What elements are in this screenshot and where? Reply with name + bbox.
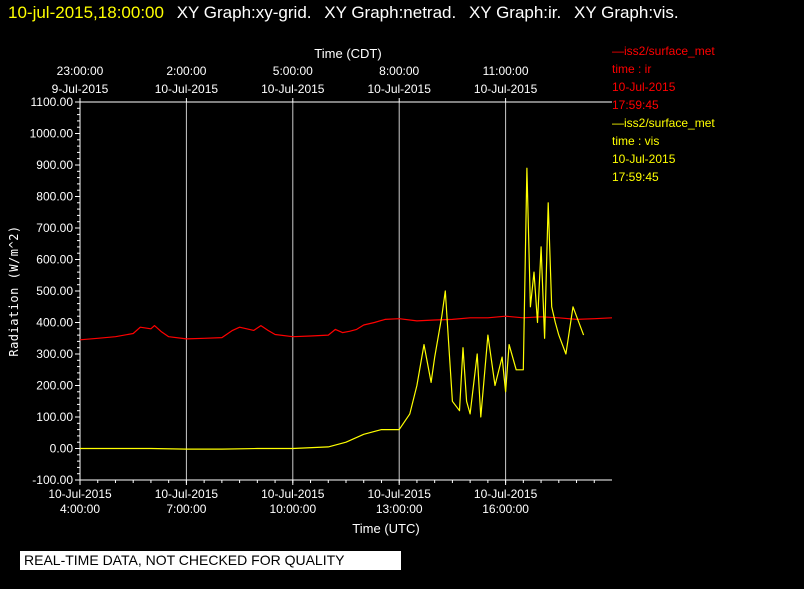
x-tick-bottom-date-4: 10-Jul-2015 [474,487,538,501]
series-line-ir [79,315,613,341]
x-tick-bottom-time-3: 13:00:00 [376,502,423,516]
legend-vis-vars: time : vis [612,134,660,148]
legend-ir-line: —iss2/surface_met [612,44,715,58]
x-tick-bottom-time-2: 10:00:00 [269,502,316,516]
x-axis-label-bottom: Time (UTC) [352,521,419,536]
x-tick-bottom-date-1: 10-Jul-2015 [155,487,219,501]
x-tick-bottom-date-3: 10-Jul-2015 [368,487,432,501]
legend-vis-date: 10-Jul-2015 [612,152,676,166]
x-tick-bottom-time-0: 4:00:00 [60,502,100,516]
graph-title-netrad: XY Graph:netrad. [324,3,457,22]
graph-title-vis: XY Graph:vis. [574,3,679,22]
graph-title-xy-grid: XY Graph:xy-grid. [176,3,312,22]
x-tick-top-time-4: 11:00:00 [483,64,529,78]
x-tick-top-time-1: 2:00:00 [166,64,206,78]
y-tick-label-10: 900.00 [36,158,73,172]
x-tick-bottom-date-2: 10-Jul-2015 [261,487,325,501]
graph-title-ir: XY Graph:ir. [468,3,562,22]
y-tick-label-4: 300.00 [36,347,73,361]
x-tick-top-time-0: 23:00:00 [57,64,104,78]
x-tick-top-date-4: 10-Jul-2015 [474,82,538,96]
x-tick-top-date-3: 10-Jul-2015 [368,82,432,96]
x-tick-top-date-0: 9-Jul-2015 [52,82,109,96]
x-axis-label-top: Time (CDT) [314,46,381,61]
y-tick-label-1: 0.00 [50,442,74,456]
x-tick-bottom-time-1: 7:00:00 [166,502,206,516]
legend-ir: —iss2/surface_met time : ir 10-Jul-2015 … [612,42,715,114]
y-tick-label-12: 1100.00 [31,95,74,109]
legend-ir-date: 10-Jul-2015 [612,80,676,94]
x-tick-bottom-date-0: 10-Jul-2015 [48,487,112,501]
series-line-vis [80,167,585,450]
header-timestamp: 10-jul-2015,18:00:00 [8,3,164,22]
y-tick-label-3: 200.00 [36,379,73,393]
legend-vis-time: 17:59:45 [612,170,659,184]
legend-vis-line: —iss2/surface_met [612,116,715,130]
legend-ir-vars: time : ir [612,62,652,76]
x-tick-bottom-time-4: 16:00:00 [482,502,529,516]
legend-ir-time: 17:59:45 [612,98,659,112]
y-tick-label-2: 100.00 [36,410,73,424]
x-tick-top-time-3: 8:00:00 [379,64,419,78]
y-tick-label-9: 800.00 [36,190,73,204]
y-axis-label: Radiation (W/m^2) [7,225,21,356]
y-tick-label-6: 500.00 [36,284,73,298]
quality-banner: REAL-TIME DATA, NOT CHECKED FOR QUALITY [20,551,401,570]
y-tick-label-0: -100.00 [32,473,73,487]
x-tick-top-date-2: 10-Jul-2015 [261,82,325,96]
legend-vis: —iss2/surface_met time : vis 10-Jul-2015… [612,114,715,186]
y-tick-label-11: 1000.00 [30,127,74,141]
x-tick-top-date-1: 10-Jul-2015 [155,82,219,96]
y-tick-label-7: 600.00 [36,253,73,267]
y-tick-label-8: 700.00 [36,221,73,235]
y-tick-label-5: 400.00 [36,316,73,330]
chart-header: 10-jul-2015,18:00:00 XY Graph:xy-grid. X… [8,3,679,23]
x-tick-top-time-2: 5:00:00 [273,64,313,78]
